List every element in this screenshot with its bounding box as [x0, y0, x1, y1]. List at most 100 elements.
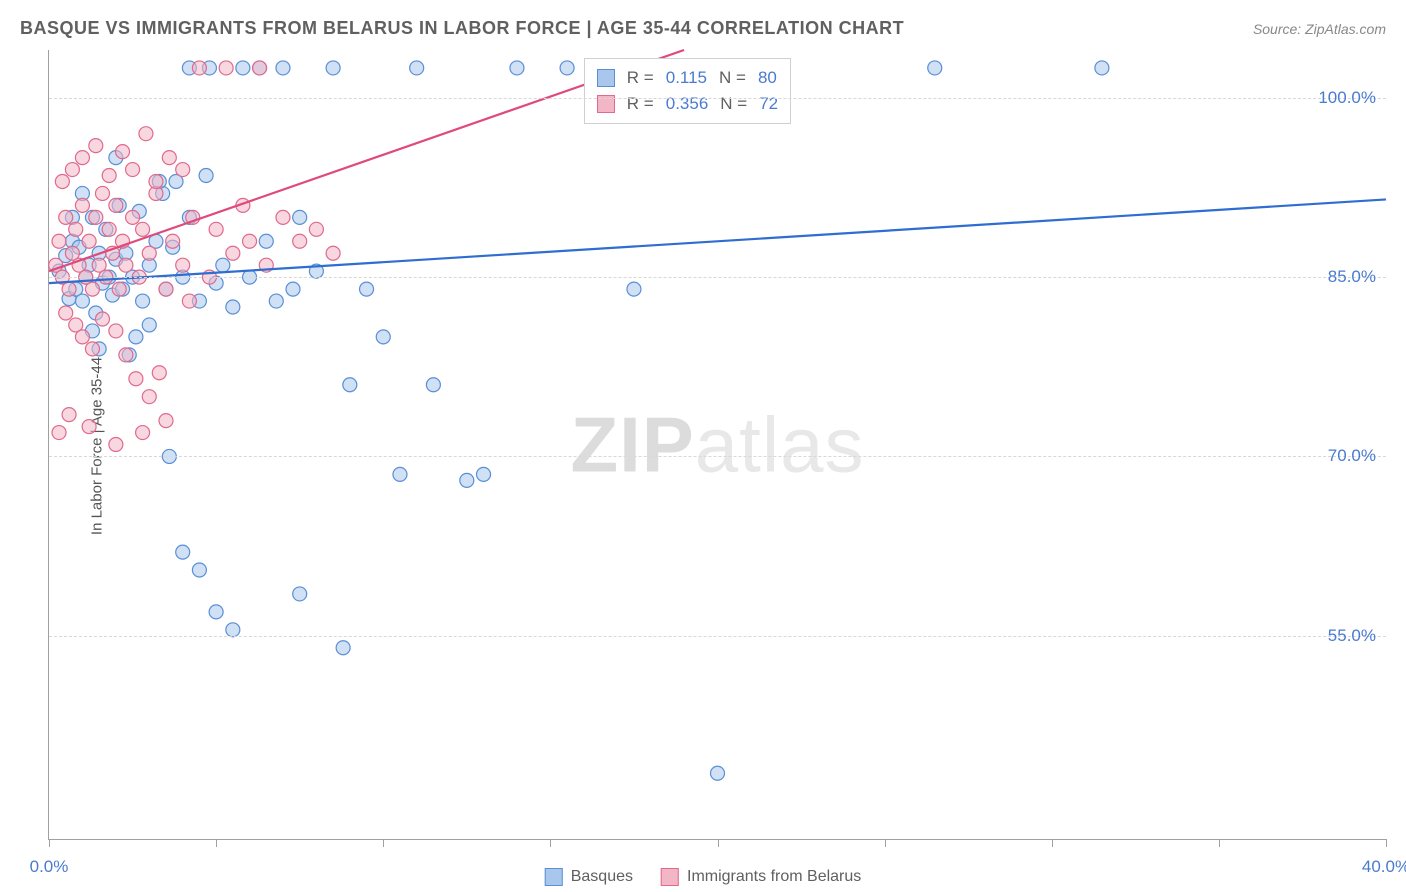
grid-line	[49, 456, 1386, 457]
data-point	[129, 330, 143, 344]
data-point	[52, 426, 66, 440]
data-point	[75, 151, 89, 165]
data-point	[627, 282, 641, 296]
data-point	[62, 282, 76, 296]
data-point	[293, 234, 307, 248]
data-point	[711, 766, 725, 780]
bottom-legend: Basques Immigrants from Belarus	[545, 868, 862, 886]
data-point	[95, 312, 109, 326]
data-point	[293, 210, 307, 224]
data-point	[159, 282, 173, 296]
data-point	[293, 587, 307, 601]
data-point	[216, 258, 230, 272]
x-tick	[885, 839, 886, 847]
data-point	[226, 300, 240, 314]
x-tick	[383, 839, 384, 847]
data-point	[102, 169, 116, 183]
data-point	[142, 390, 156, 404]
data-point	[269, 294, 283, 308]
data-point	[560, 61, 574, 75]
stats-row: R = 0.115 N = 80	[597, 65, 778, 91]
data-point	[69, 222, 83, 236]
data-point	[182, 294, 196, 308]
data-point	[162, 151, 176, 165]
data-point	[149, 175, 163, 189]
data-point	[102, 222, 116, 236]
data-point	[460, 473, 474, 487]
data-point	[426, 378, 440, 392]
data-point	[142, 318, 156, 332]
legend-item: Immigrants from Belarus	[661, 868, 861, 886]
data-point	[376, 330, 390, 344]
chart-title: BASQUE VS IMMIGRANTS FROM BELARUS IN LAB…	[20, 18, 904, 39]
data-point	[59, 306, 73, 320]
data-point	[59, 210, 73, 224]
data-point	[226, 246, 240, 260]
data-point	[928, 61, 942, 75]
data-point	[236, 61, 250, 75]
data-point	[259, 234, 273, 248]
x-tick-label: 0.0%	[30, 857, 69, 877]
data-point	[62, 408, 76, 422]
x-tick	[1386, 839, 1387, 847]
data-point	[219, 61, 233, 75]
grid-line	[49, 277, 1386, 278]
data-point	[136, 426, 150, 440]
data-point	[393, 467, 407, 481]
grid-line	[49, 636, 1386, 637]
data-point	[360, 282, 374, 296]
x-tick	[49, 839, 50, 847]
data-point	[95, 186, 109, 200]
scatter-svg	[49, 50, 1386, 839]
grid-line	[49, 98, 1386, 99]
data-point	[142, 246, 156, 260]
data-point	[253, 61, 267, 75]
data-point	[89, 139, 103, 153]
data-point	[1095, 61, 1109, 75]
data-point	[286, 282, 300, 296]
data-point	[52, 234, 66, 248]
x-tick	[550, 839, 551, 847]
legend-item: Basques	[545, 868, 633, 886]
data-point	[199, 169, 213, 183]
data-point	[109, 438, 123, 452]
data-point	[116, 145, 130, 159]
data-point	[82, 420, 96, 434]
data-point	[243, 234, 257, 248]
legend-label: Basques	[571, 868, 633, 886]
data-point	[209, 222, 223, 236]
chart-header: BASQUE VS IMMIGRANTS FROM BELARUS IN LAB…	[20, 18, 1386, 39]
data-point	[129, 372, 143, 386]
data-point	[510, 61, 524, 75]
data-point	[126, 163, 140, 177]
data-point	[119, 348, 133, 362]
data-point	[176, 163, 190, 177]
data-point	[276, 61, 290, 75]
correlation-stats-box: R = 0.115 N = 80 R = 0.356 N = 72	[584, 58, 791, 124]
data-point	[109, 198, 123, 212]
legend-swatch-icon	[661, 868, 679, 886]
y-tick-label: 70.0%	[1328, 446, 1376, 466]
data-point	[343, 378, 357, 392]
data-point	[82, 234, 96, 248]
data-point	[326, 246, 340, 260]
data-point	[136, 294, 150, 308]
data-point	[152, 366, 166, 380]
x-tick	[216, 839, 217, 847]
data-point	[75, 198, 89, 212]
x-tick	[1052, 839, 1053, 847]
data-point	[75, 330, 89, 344]
x-tick-label: 40.0%	[1362, 857, 1406, 877]
plot-area: ZIPatlas R = 0.115 N = 80 R = 0.356 N = …	[48, 50, 1386, 840]
data-point	[65, 163, 79, 177]
data-point	[126, 210, 140, 224]
legend-swatch-icon	[545, 868, 563, 886]
data-point	[176, 258, 190, 272]
data-point	[309, 222, 323, 236]
data-point	[109, 324, 123, 338]
data-point	[192, 61, 206, 75]
x-tick	[718, 839, 719, 847]
data-point	[176, 545, 190, 559]
data-point	[336, 641, 350, 655]
data-point	[159, 414, 173, 428]
